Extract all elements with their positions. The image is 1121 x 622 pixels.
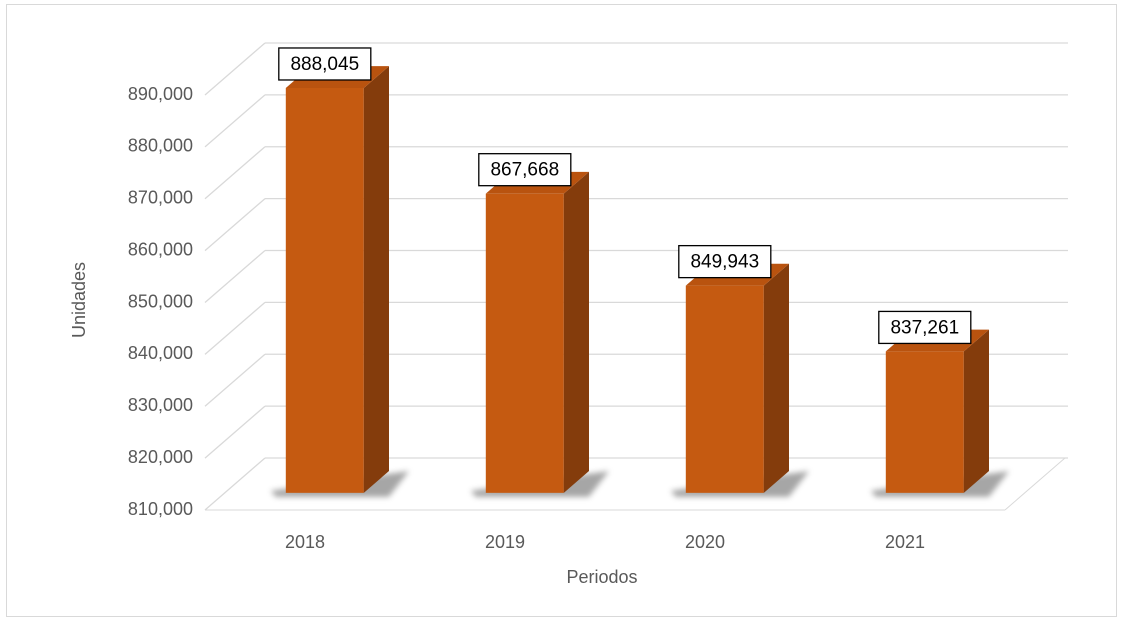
grid-diagonal xyxy=(204,457,266,511)
bar-front xyxy=(685,285,764,493)
x-axis-title: Periodos xyxy=(566,567,637,587)
value-label: 888,045 xyxy=(290,54,359,75)
x-tick-label: 2018 xyxy=(285,532,325,552)
grid-diagonal xyxy=(204,94,266,148)
grid-diagonal xyxy=(204,353,266,407)
grid-diagonal xyxy=(204,250,266,303)
x-tick-label: 2020 xyxy=(685,532,725,552)
y-tick-label: 820,000 xyxy=(128,447,193,467)
bar-front xyxy=(285,87,364,493)
y-tick-label: 870,000 xyxy=(128,188,193,208)
grid-diagonal xyxy=(204,405,266,459)
y-tick-label: 810,000 xyxy=(128,499,193,519)
grid-diagonal xyxy=(204,198,266,252)
grid-diagonal xyxy=(204,146,266,200)
value-label: 849,943 xyxy=(690,252,759,273)
value-label: 837,261 xyxy=(890,317,959,338)
bar-side xyxy=(363,66,389,493)
value-label-box xyxy=(478,153,572,187)
y-tick-label: 830,000 xyxy=(128,395,193,415)
x-tick-label: 2021 xyxy=(885,532,925,552)
bar-front xyxy=(485,193,564,493)
value-label-box xyxy=(678,244,772,279)
value-label-box xyxy=(278,47,372,81)
y-tick-label: 840,000 xyxy=(128,343,193,363)
bar-side xyxy=(963,329,989,493)
y-tick-label: 880,000 xyxy=(128,136,193,156)
grid-diagonal xyxy=(204,301,266,355)
y-tick-label: 890,000 xyxy=(128,84,193,104)
y-tick-label: 860,000 xyxy=(128,239,193,259)
bar-side xyxy=(563,171,589,493)
value-label: 867,668 xyxy=(490,160,559,181)
bar-side xyxy=(763,263,789,493)
bar-front xyxy=(885,351,964,493)
y-tick-label: 850,000 xyxy=(128,291,193,311)
floor-right xyxy=(1004,457,1066,511)
y-axis-title: Unidades xyxy=(69,262,89,338)
x-tick-label: 2019 xyxy=(485,532,525,552)
grid-diagonal xyxy=(204,42,266,96)
value-label-box xyxy=(878,310,972,345)
